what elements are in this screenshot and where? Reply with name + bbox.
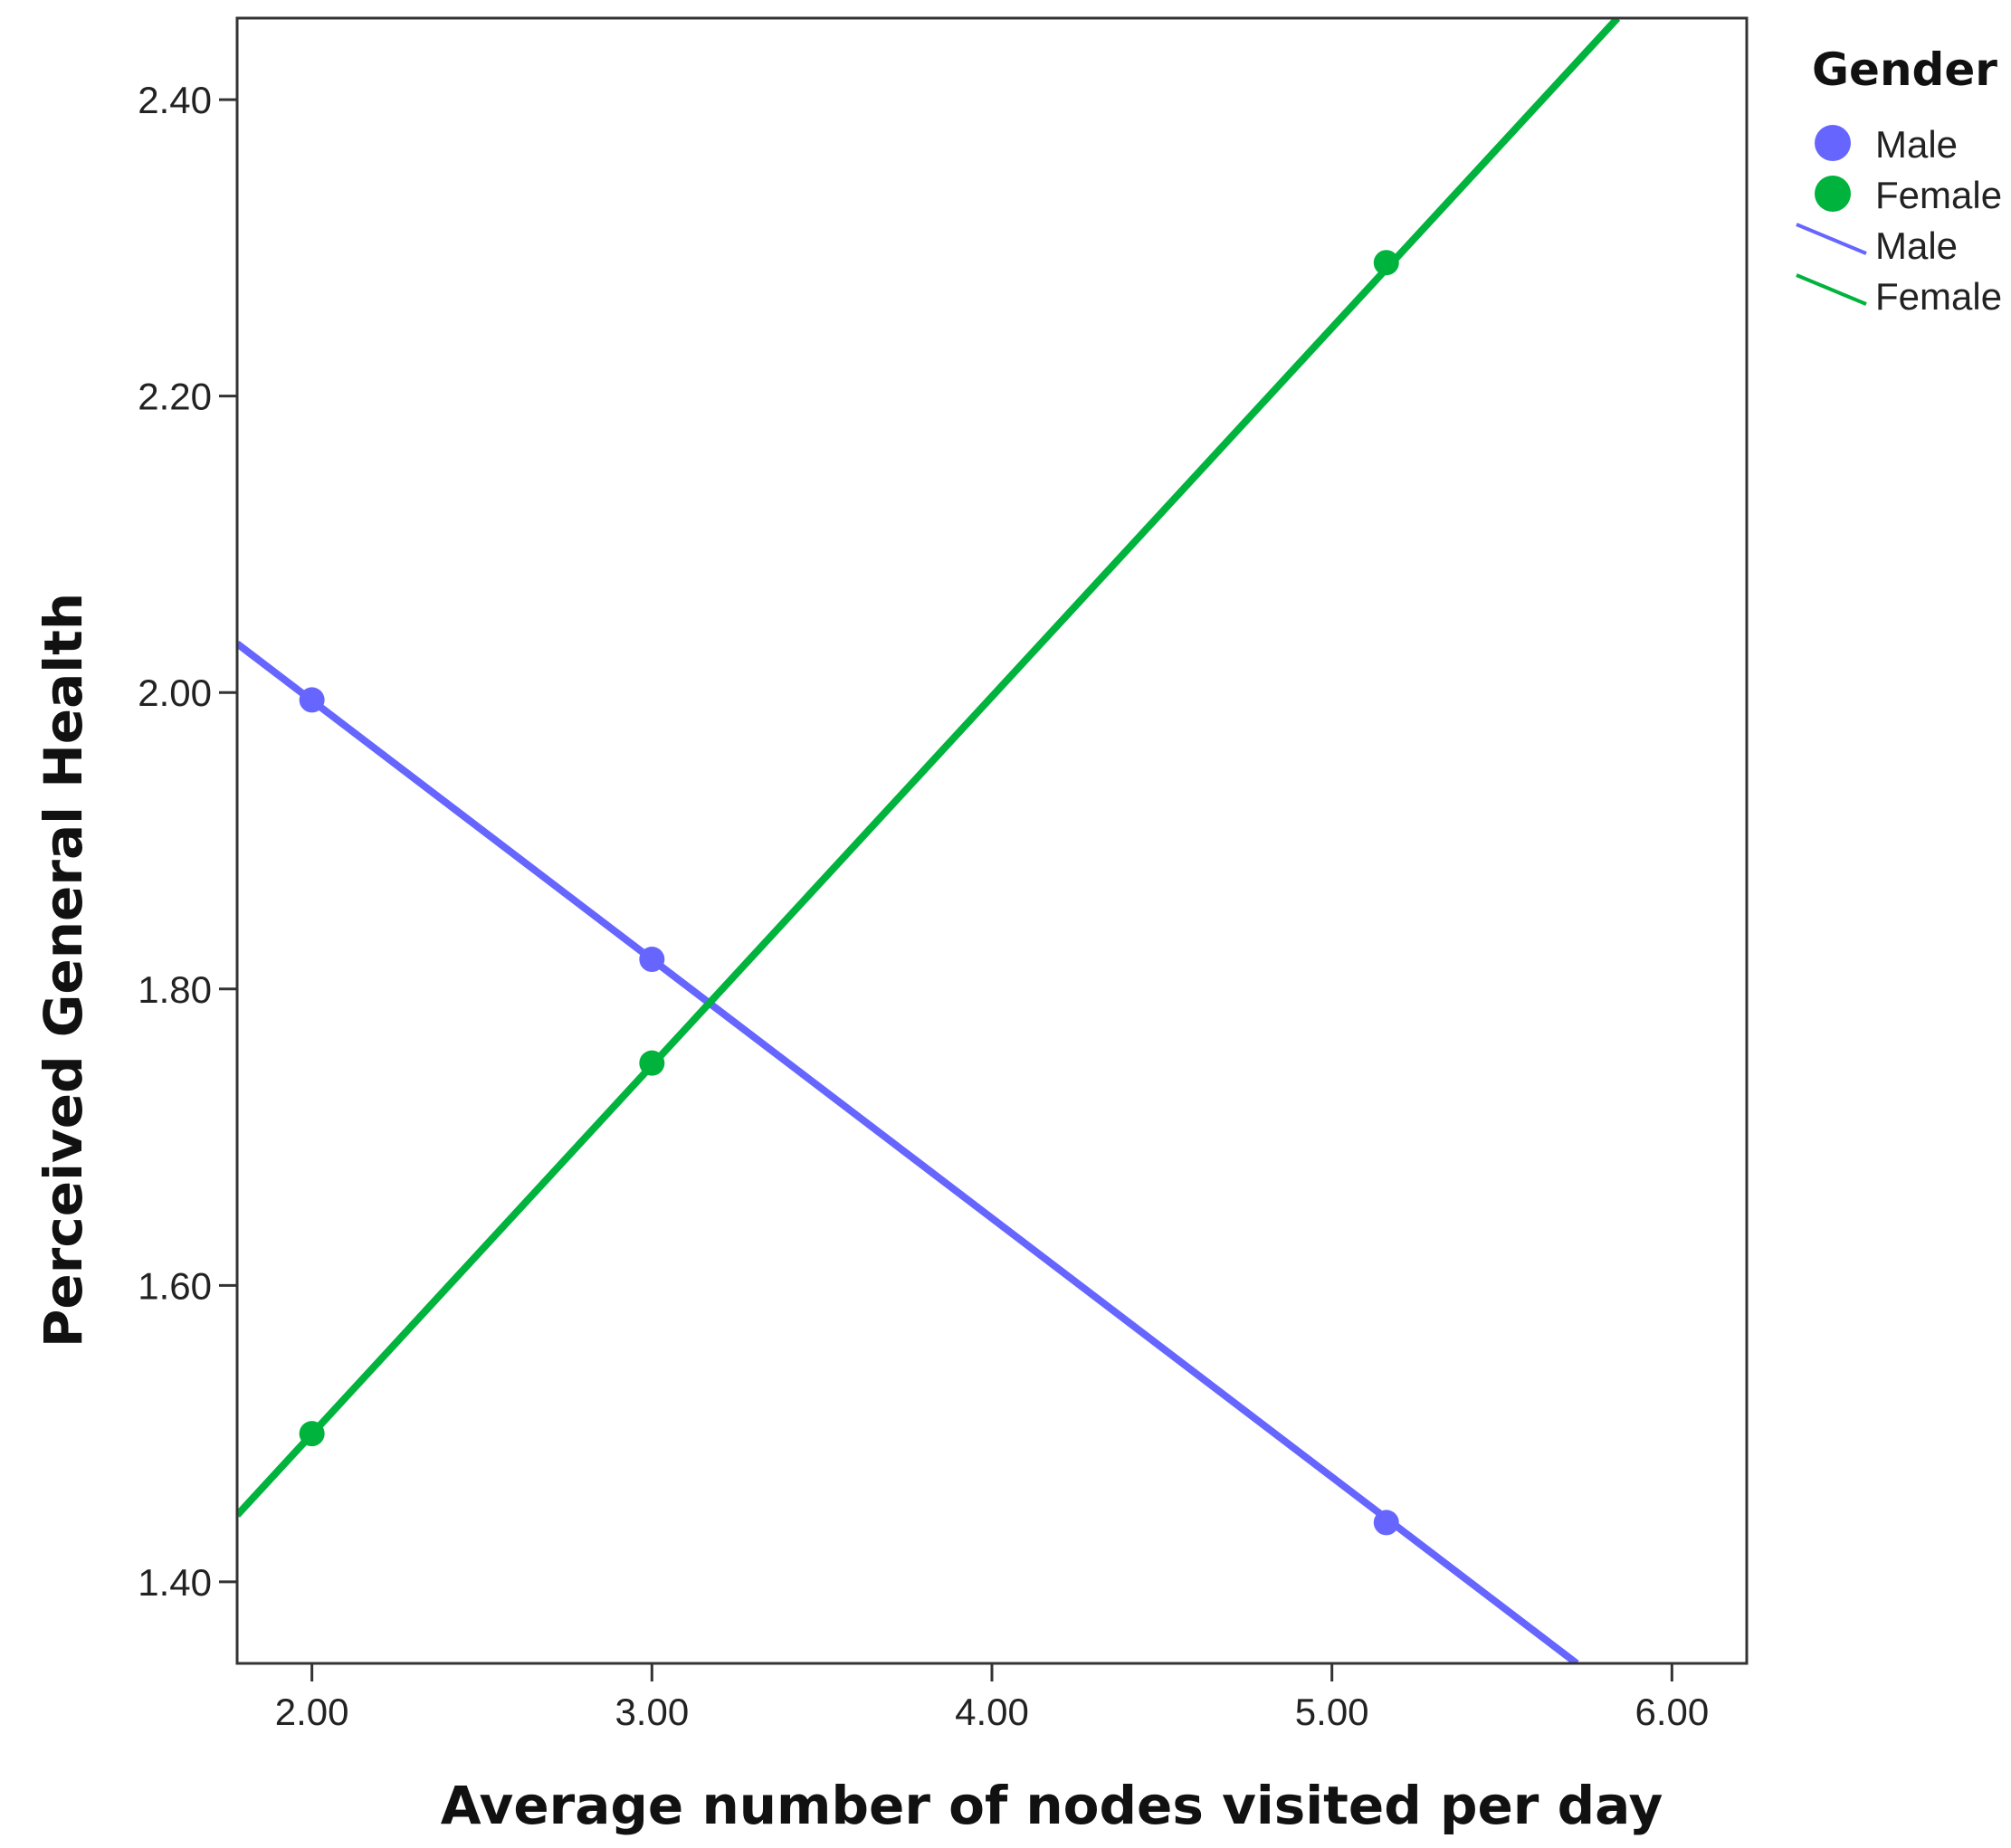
x-tick-label: 3.00 bbox=[615, 1691, 689, 1733]
y-tick-label: 2.00 bbox=[138, 672, 212, 714]
y-tick-label: 2.40 bbox=[138, 79, 212, 121]
fit-line-male bbox=[237, 640, 1579, 1663]
data-point-female-2 bbox=[639, 1050, 665, 1076]
y-tick-label: 1.60 bbox=[138, 1264, 212, 1307]
data-point-male-1 bbox=[299, 687, 325, 713]
x-tick-label: 6.00 bbox=[1635, 1691, 1709, 1733]
legend-line-male bbox=[1796, 223, 1867, 255]
x-tick-label: 2.00 bbox=[275, 1691, 349, 1733]
legend-label-male: Male bbox=[1875, 224, 1958, 267]
y-axis-title: Perceived General Health bbox=[33, 593, 94, 1348]
y-tick-label: 1.80 bbox=[138, 968, 212, 1011]
legend-marker-female bbox=[1815, 176, 1851, 212]
series-group bbox=[237, 18, 1621, 1663]
plot-area bbox=[237, 18, 1621, 1663]
data-point-male-3 bbox=[1373, 1510, 1399, 1536]
legend: Gender Male Female Male Female bbox=[1796, 43, 2002, 318]
axes: 1.40 1.60 1.80 2.00 2.20 2.40 2.00 3.00 4.00 5.00… bbox=[138, 16, 1749, 1733]
legend-title: Gender bbox=[1812, 43, 1997, 96]
data-point-female-3 bbox=[1373, 250, 1399, 276]
legend-label-male: Male bbox=[1875, 123, 1958, 166]
data-point-female-1 bbox=[299, 1421, 325, 1447]
legend-label-female: Female bbox=[1875, 275, 2002, 318]
x-axis-title: Average number of nodes visited per day bbox=[441, 1775, 1663, 1836]
y-tick-label: 1.40 bbox=[138, 1561, 212, 1604]
x-tick-label: 5.00 bbox=[1295, 1691, 1369, 1733]
legend-marker-male bbox=[1815, 125, 1851, 161]
x-tick-label: 4.00 bbox=[955, 1691, 1029, 1733]
data-point-male-2 bbox=[639, 947, 665, 973]
y-tick-label: 2.20 bbox=[138, 376, 212, 418]
legend-line-female bbox=[1796, 273, 1867, 306]
legend-label-female: Female bbox=[1875, 174, 2002, 216]
plot-frame bbox=[235, 16, 1749, 1665]
fit-line-female bbox=[237, 18, 1621, 1518]
